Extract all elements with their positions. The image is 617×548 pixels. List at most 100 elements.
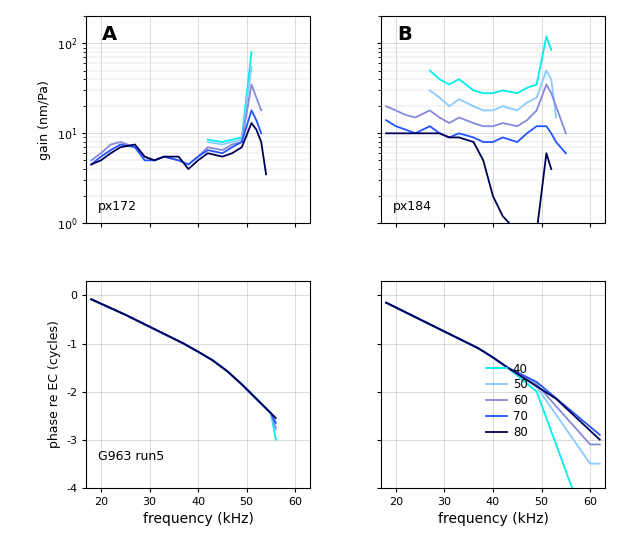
- 70: [474, 345, 482, 352]
- Text: G963 run5: G963 run5: [97, 450, 164, 463]
- 50: [474, 345, 482, 352]
- Y-axis label: gain (nm/Pa): gain (nm/Pa): [38, 80, 51, 159]
- 60: [562, 414, 569, 420]
- 50: [460, 338, 468, 344]
- 60: [596, 441, 603, 448]
- 70: [504, 364, 511, 371]
- 50: [562, 425, 569, 432]
- 50: [445, 330, 453, 337]
- 50: [392, 304, 400, 311]
- 40: [533, 389, 540, 395]
- 80: [383, 299, 390, 306]
- 50: [416, 316, 424, 323]
- 40: [518, 376, 526, 383]
- 50: [489, 354, 497, 361]
- 50: [596, 460, 603, 467]
- 70: [460, 338, 468, 344]
- 60: [504, 364, 511, 371]
- 60: [489, 354, 497, 361]
- 50: [431, 323, 439, 330]
- 60: [402, 309, 409, 316]
- 40: [504, 364, 511, 371]
- 80: [552, 396, 560, 402]
- Line: 80: 80: [386, 302, 600, 439]
- 40: [402, 309, 409, 316]
- 60: [586, 441, 594, 448]
- 70: [533, 379, 540, 385]
- 70: [431, 323, 439, 330]
- 80: [572, 414, 579, 420]
- 70: [552, 395, 560, 402]
- 50: [402, 309, 409, 316]
- 60: [383, 299, 390, 306]
- 70: [518, 372, 526, 378]
- 40: [543, 415, 550, 421]
- 80: [402, 309, 409, 316]
- 60: [416, 316, 424, 323]
- 70: [586, 424, 594, 430]
- 80: [533, 383, 540, 390]
- 70: [572, 411, 579, 418]
- 80: [596, 436, 603, 443]
- 80: [445, 330, 453, 337]
- 60: [572, 425, 579, 431]
- 50: [533, 384, 540, 390]
- X-axis label: frequency (kHz): frequency (kHz): [143, 512, 254, 526]
- 60: [543, 392, 550, 398]
- Line: 70: 70: [386, 302, 600, 435]
- 40: [460, 338, 468, 344]
- Y-axis label: phase re EC (cycles): phase re EC (cycles): [48, 321, 60, 448]
- Text: A: A: [102, 25, 117, 44]
- 70: [489, 354, 497, 361]
- 60: [533, 381, 540, 387]
- 80: [392, 304, 400, 311]
- Line: 50: 50: [386, 302, 600, 464]
- 40: [586, 494, 594, 501]
- 50: [383, 299, 390, 306]
- Text: px184: px184: [392, 200, 431, 213]
- X-axis label: frequency (kHz): frequency (kHz): [437, 512, 549, 526]
- 60: [392, 304, 400, 311]
- 70: [445, 330, 453, 337]
- 60: [518, 373, 526, 379]
- 50: [504, 364, 511, 371]
- 70: [562, 403, 569, 410]
- 70: [392, 304, 400, 311]
- 80: [586, 427, 594, 434]
- 40: [552, 441, 560, 448]
- Legend: 40, 50, 60, 70, 80: 40, 50, 60, 70, 80: [481, 358, 532, 444]
- 70: [596, 432, 603, 438]
- 60: [474, 345, 482, 352]
- 70: [402, 309, 409, 316]
- 50: [518, 374, 526, 380]
- 40: [474, 345, 482, 352]
- 50: [552, 412, 560, 418]
- 80: [518, 374, 526, 380]
- 80: [474, 345, 482, 352]
- 40: [383, 299, 390, 306]
- 40: [562, 467, 569, 474]
- 80: [416, 316, 424, 323]
- 80: [543, 389, 550, 396]
- 60: [552, 403, 560, 409]
- 40: [596, 494, 603, 501]
- 80: [431, 323, 439, 330]
- 60: [445, 330, 453, 337]
- 70: [416, 316, 424, 323]
- 40: [489, 354, 497, 361]
- 50: [586, 460, 594, 467]
- 80: [504, 364, 511, 371]
- 60: [431, 323, 439, 330]
- Text: B: B: [397, 25, 412, 44]
- 80: [562, 404, 569, 411]
- Line: 40: 40: [386, 302, 600, 498]
- 70: [543, 387, 550, 393]
- 40: [431, 323, 439, 330]
- 40: [392, 304, 400, 311]
- 40: [445, 330, 453, 337]
- 80: [460, 338, 468, 344]
- 80: [489, 354, 497, 361]
- 50: [543, 397, 550, 404]
- 40: [572, 494, 579, 501]
- Text: px172: px172: [97, 200, 136, 213]
